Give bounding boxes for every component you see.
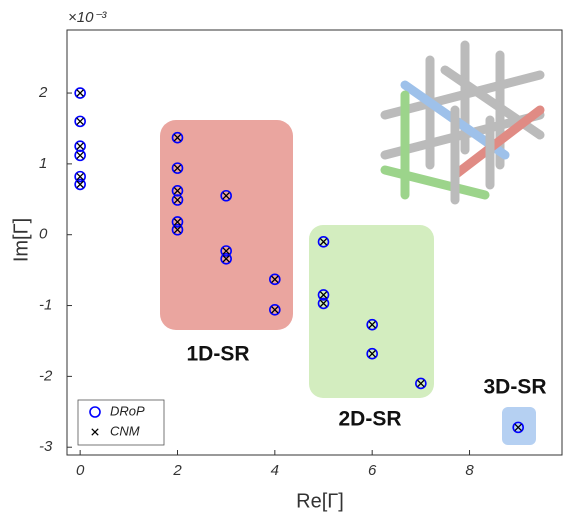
x-tick-label: 4 — [271, 462, 279, 479]
x-tick-label: 6 — [368, 462, 377, 479]
region-label: 2D-SR — [338, 408, 401, 431]
legend-label: DRoP — [110, 403, 145, 418]
legend-label: CNM — [110, 423, 140, 438]
y-tick-label: 2 — [38, 84, 48, 101]
exponent-label: ×10⁻³ — [68, 9, 107, 26]
region-label: 1D-SR — [186, 343, 249, 366]
x-axis-label: Re[Γ] — [296, 490, 344, 512]
region-label: 3D-SR — [483, 376, 546, 399]
y-tick-label: 0 — [39, 226, 48, 243]
y-tick-label: 1 — [39, 155, 47, 172]
region-2d — [309, 225, 434, 398]
x-tick-label: 0 — [76, 462, 85, 479]
y-axis-label: Im[Γ] — [10, 218, 32, 262]
y-tick-label: -1 — [39, 297, 52, 314]
y-tick-label: -2 — [39, 367, 53, 384]
chart: 1D-SR 2D-SR 3D-SR ×10⁻³ Re[Γ] Im[Γ] 0 2 4 6… — [0, 0, 564, 517]
x-tick-label: 8 — [465, 462, 474, 479]
x-tick-label: 2 — [172, 462, 182, 479]
y-tick-label: -3 — [39, 438, 53, 455]
